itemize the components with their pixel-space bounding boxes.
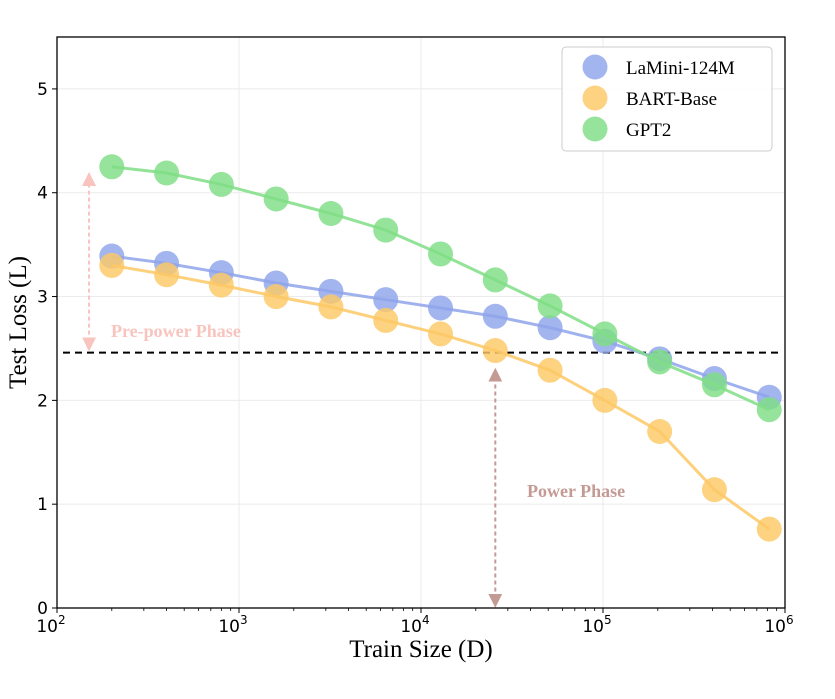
y-axis-title: Test Loss (L) [5,256,32,389]
data-point [592,387,618,413]
data-point [208,272,234,298]
data-point [373,217,399,243]
data-point [537,357,563,383]
legend-marker [582,54,608,80]
y-tick-label: 2 [37,391,48,411]
data-point [482,303,508,329]
x-tick-label: 102 [36,613,65,637]
data-point [428,295,454,321]
data-point [318,200,344,226]
series-gpt2 [99,154,782,423]
y-tick-label: 1 [37,495,48,515]
legend-label: LaMini-124M [626,58,735,79]
data-point [154,160,180,186]
data-point [701,372,727,398]
legend-marker [582,116,608,142]
x-tick-label: 105 [582,613,611,637]
x-tick-label: 104 [400,613,429,637]
x-axis-title: Train Size (D) [349,636,493,663]
pre-power-label: Pre-power Phase [111,321,241,341]
data-point [647,349,673,375]
power-phase-label: Power Phase [527,481,625,501]
data-point [482,267,508,293]
y-tick-label: 5 [37,80,48,100]
y-tick-label: 4 [37,184,48,204]
data-point [428,321,454,347]
data-point [482,338,508,364]
x-tick-label: 106 [764,613,793,637]
data-point [154,262,180,288]
legend: LaMini-124M BART-Base GPT2 [561,46,773,152]
legend-marker [582,85,608,111]
data-point [756,516,782,542]
x-tick-label: 103 [218,613,247,637]
data-point [647,419,673,445]
y-tick-label: 3 [37,288,48,308]
legend-label: GPT2 [626,120,671,141]
data-point [592,321,618,347]
series-layer [99,154,782,542]
annotation-layer: Pre-power Phase Power Phase [82,171,625,608]
series-bart-base [99,252,782,542]
data-point [318,294,344,320]
data-point [208,171,234,197]
data-point [701,477,727,503]
data-point [537,293,563,319]
data-point [428,241,454,267]
legend-box [561,46,773,152]
data-point [756,397,782,423]
legend-label: BART-Base [626,89,717,110]
data-point [373,307,399,333]
data-point [99,252,125,278]
data-point [263,284,289,310]
data-point [263,186,289,212]
tick-layer: 0 1 2 3 4 5 102 103 104 105 106 [36,80,793,637]
data-point [537,315,563,341]
data-point [373,287,399,313]
data-point [99,154,125,180]
y-tick-label: 0 [37,599,48,619]
